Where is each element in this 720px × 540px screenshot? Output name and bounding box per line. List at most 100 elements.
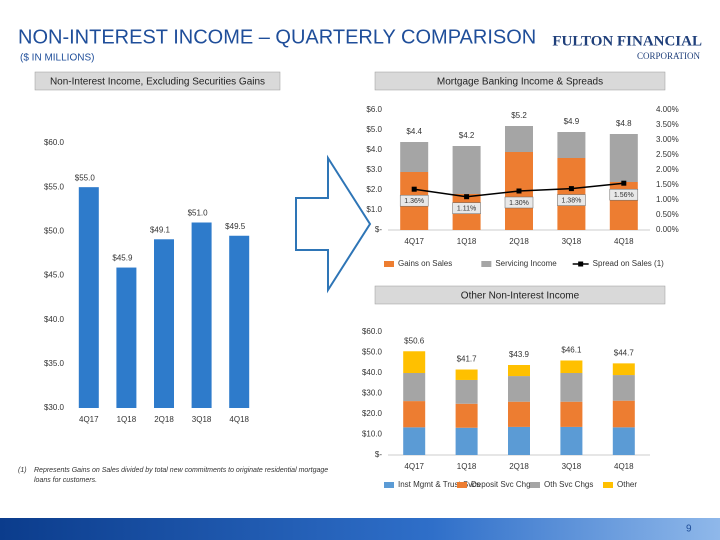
legend-label: Servicing Income <box>495 259 557 268</box>
bar <box>191 222 212 408</box>
y-tick-label: $40.0 <box>44 315 65 324</box>
total-label: $44.7 <box>614 348 635 357</box>
total-label: $43.9 <box>509 350 530 359</box>
y-tick-label: $45.0 <box>44 271 65 280</box>
y-tick-label: $- <box>375 225 382 234</box>
total-label: $50.6 <box>404 336 425 345</box>
y-tick-label: $55.0 <box>44 182 65 191</box>
legend-swatch <box>384 261 394 267</box>
total-label: $41.7 <box>457 355 478 364</box>
bar-segment <box>403 373 426 402</box>
value-label: $51.0 <box>188 209 209 218</box>
chart-title: Non-Interest Income, Excluding Securitie… <box>50 77 265 88</box>
legend-swatch <box>384 482 394 488</box>
line-marker <box>464 194 470 200</box>
x-tick-label: 4Q18 <box>614 237 634 246</box>
bar-segment <box>612 427 635 455</box>
bar-segment <box>560 426 583 455</box>
y-tick-label: 2.00% <box>656 165 679 174</box>
y-tick-label: $10.0 <box>362 430 383 439</box>
bar-segment <box>505 126 533 152</box>
bar-segment <box>508 401 530 427</box>
x-tick-label: 1Q18 <box>457 237 477 246</box>
bar-segment <box>508 376 530 402</box>
label-box <box>399 194 429 207</box>
total-label: $4.9 <box>564 117 580 126</box>
total-label: $4.4 <box>406 127 422 136</box>
y-tick-label: $30.0 <box>362 389 383 398</box>
total-label: $4.8 <box>616 119 632 128</box>
slide-subtitle: ($ IN MILLIONS) <box>20 53 94 64</box>
value-label: 1.11% <box>457 206 476 213</box>
bar-segment <box>557 132 586 158</box>
legend-label: Other <box>617 480 637 489</box>
line-marker <box>516 188 522 194</box>
legend-label: Oth Svc Chgs <box>544 480 593 489</box>
line-marker <box>621 180 627 186</box>
y-tick-label: $2.0 <box>366 185 382 194</box>
chart-title-box <box>374 285 666 305</box>
legend-label: Deposit Svc Chgs <box>471 480 535 489</box>
chart-title-box <box>374 71 666 91</box>
x-tick-label: 1Q18 <box>457 462 477 471</box>
y-tick-label: $35.0 <box>44 359 65 368</box>
legend-label: Inst Mgmt & Trust Svcs <box>398 480 480 489</box>
total-label: $5.2 <box>511 111 527 120</box>
y-tick-label: $- <box>375 450 382 459</box>
footnote-line: Represents Gains on Sales divided by tot… <box>34 467 328 474</box>
y-tick-label: $3.0 <box>366 165 382 174</box>
bar-segment <box>452 146 481 194</box>
y-tick-label: $6.0 <box>366 105 382 114</box>
y-tick-label: 3.00% <box>656 135 679 144</box>
value-label: $49.5 <box>225 222 246 231</box>
y-tick-label: 3.50% <box>656 120 679 129</box>
x-tick-label: 4Q17 <box>404 237 424 246</box>
bar-segment <box>560 401 583 427</box>
label-box <box>557 194 586 206</box>
legend-swatch <box>530 482 540 488</box>
bar-segment <box>560 360 583 373</box>
chart-title: Other Non-Interest Income <box>461 291 580 302</box>
y-tick-label: $4.0 <box>366 145 382 154</box>
chart-title-box <box>34 71 281 91</box>
y-tick-label: 0.00% <box>656 225 679 234</box>
slide-title: NON-INTEREST INCOME – QUARTERLY COMPARIS… <box>18 26 536 48</box>
value-label: 1.56% <box>614 192 634 199</box>
value-label: 1.36% <box>404 198 424 205</box>
y-tick-label: $5.0 <box>366 125 382 134</box>
y-tick-label: $50.0 <box>44 226 65 235</box>
arrow <box>295 154 372 294</box>
bar-segment <box>403 351 426 373</box>
bar <box>154 239 174 408</box>
chart-title: Mortgage Banking Income & Spreads <box>437 77 603 88</box>
bar-segment <box>403 401 426 428</box>
value-label: 1.30% <box>509 200 529 207</box>
bar-segment <box>612 400 635 428</box>
footer-bar <box>0 518 720 540</box>
x-tick-label: 4Q18 <box>229 415 249 424</box>
y-tick-label: $60.0 <box>362 327 383 336</box>
footnote-marker: (1) <box>18 467 27 474</box>
label-box <box>504 196 534 209</box>
page-number: 9 <box>686 524 692 535</box>
bar-segment <box>557 158 586 230</box>
value-label: $45.9 <box>112 254 133 263</box>
bar-segment <box>455 379 478 404</box>
logo-sub: CORPORATION <box>637 51 701 61</box>
y-tick-label: 1.00% <box>656 195 679 204</box>
x-tick-label: 3Q18 <box>562 237 582 246</box>
bar <box>116 267 137 408</box>
y-tick-label: 2.50% <box>656 150 679 159</box>
bar-segment <box>455 403 478 428</box>
bar-segment <box>508 365 530 377</box>
x-tick-label: 3Q18 <box>562 462 582 471</box>
bar-segment <box>612 375 635 401</box>
bar-segment <box>455 427 478 455</box>
y-tick-label: $50.0 <box>362 348 383 357</box>
total-label: $4.2 <box>459 131 475 140</box>
legend-label: Gains on Sales <box>398 259 452 268</box>
y-tick-label: 1.50% <box>656 180 679 189</box>
label-box <box>452 202 481 214</box>
y-tick-label: $30.0 <box>44 403 65 412</box>
